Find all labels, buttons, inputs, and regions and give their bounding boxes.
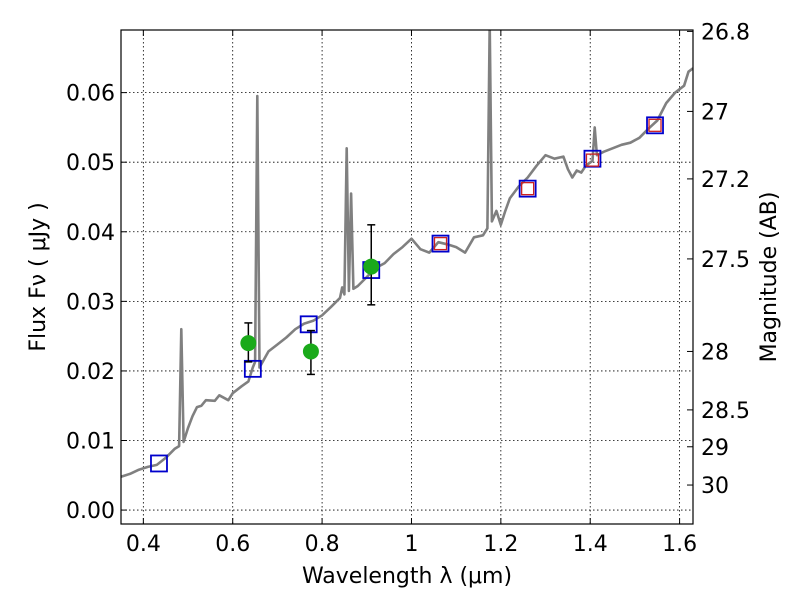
model-square-marker [299, 315, 318, 334]
model-square-marker [243, 359, 262, 378]
spectrum-line [121, 30, 693, 478]
right-tick-label: 27.5 [701, 248, 750, 273]
right-tick-label: 27 [701, 100, 729, 125]
y-tick-label: 0.05 [66, 151, 115, 176]
x-tick-label: 0.4 [126, 532, 161, 557]
x-tick-label: 1.2 [483, 532, 518, 557]
y-tick-label: 0.02 [66, 360, 115, 385]
right-tick-label: 28.5 [701, 399, 750, 424]
plot-area [121, 30, 693, 478]
y-axis-title-left: Flux Fν ( μJy ) [26, 202, 51, 351]
y-tick-label: 0.06 [66, 82, 115, 107]
detection-point [302, 343, 319, 360]
series-group [121, 30, 693, 478]
detection-point [240, 335, 257, 352]
y-tick-label: 0.01 [66, 430, 115, 455]
y-axis-title-right: Magnitude (AB) [757, 192, 782, 363]
x-axis-title: Wavelength λ (μm) [302, 564, 512, 589]
observed-square-marker [433, 236, 448, 251]
x-tick-label: 0.8 [305, 532, 340, 557]
right-tick-label: 26.8 [701, 20, 750, 45]
x-tick-label: 1 [404, 532, 418, 557]
observed-square-marker [648, 118, 662, 132]
right-tick-label: 30 [701, 474, 729, 499]
observed-square-marker [585, 153, 600, 167]
grid [121, 30, 693, 524]
x-tick-label: 1.4 [573, 532, 608, 557]
model-square-marker [431, 234, 450, 253]
axes: 0.4 0.6 0.8 1 1.2 1.4 1.6 0.00 0.01 0.02 0.03 0.04 0… [66, 20, 750, 557]
model-square-marker [646, 116, 664, 135]
detection-point [363, 258, 380, 275]
y-tick-label: 0.03 [66, 290, 115, 315]
x-tick-label: 0.6 [215, 532, 250, 557]
y-tick-label: 0.04 [66, 221, 115, 246]
model-square-marker [150, 454, 168, 473]
plot-frame [120, 29, 694, 525]
right-tick-label: 29 [701, 436, 729, 461]
right-tick-label: 28 [701, 340, 729, 365]
x-tick-label: 1.6 [662, 532, 697, 557]
observed-square-marker [521, 181, 535, 196]
model-square-marker [518, 179, 537, 198]
right-tick-label: 27.2 [701, 168, 750, 193]
y-tick-label: 0.00 [66, 499, 115, 524]
